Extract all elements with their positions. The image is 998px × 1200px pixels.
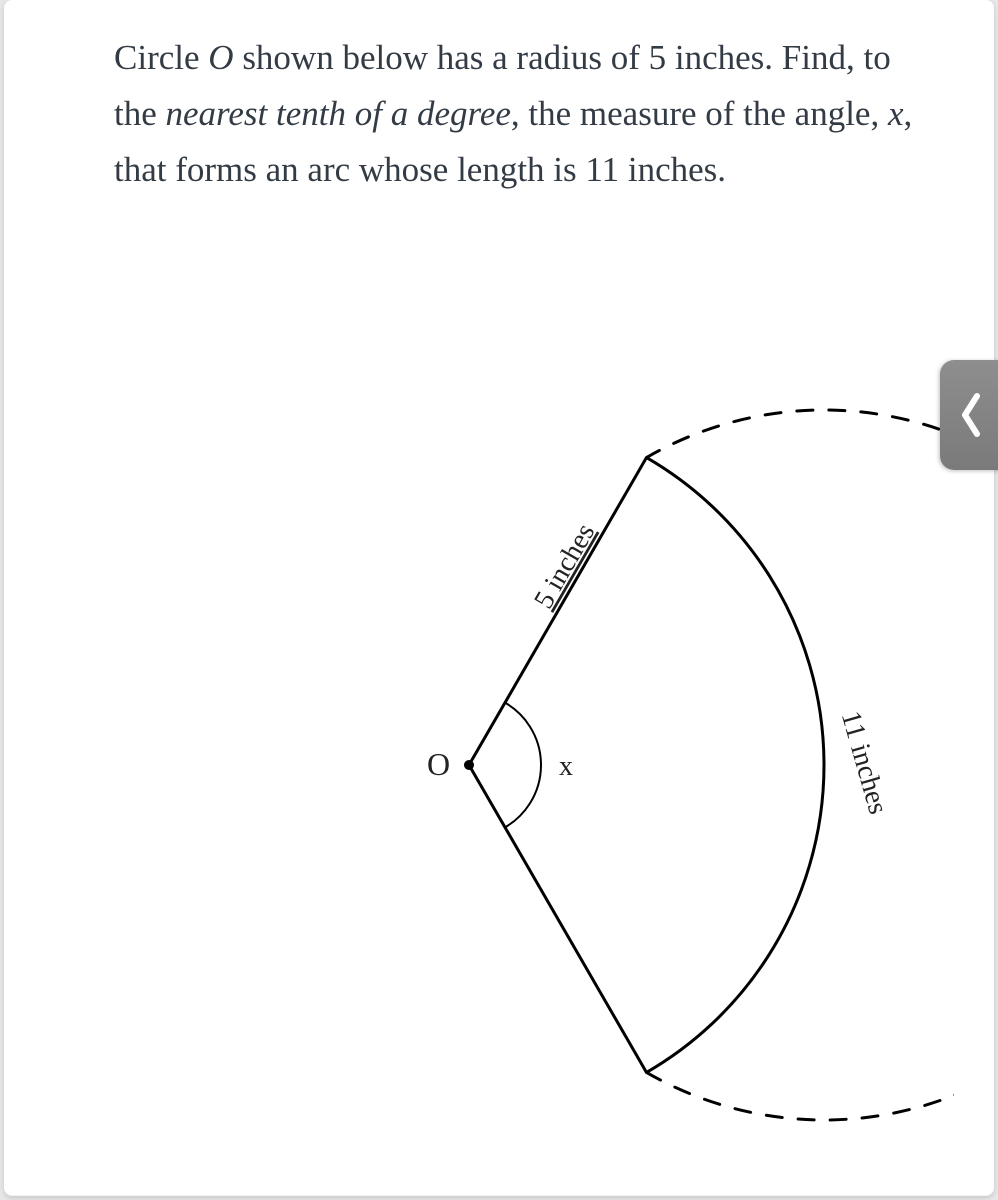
text-part: Circle bbox=[114, 38, 208, 77]
text-part: , the measure of the angle, bbox=[511, 94, 888, 133]
variable-x: x bbox=[888, 94, 904, 133]
variable-O: O bbox=[208, 38, 233, 77]
angle-arc bbox=[505, 703, 541, 828]
solid-arc bbox=[647, 458, 825, 1073]
problem-card: Circle O shown below has a radius of 5 i… bbox=[4, 0, 994, 1196]
diagram-svg: Ox5 inches11 inches bbox=[54, 370, 954, 1170]
center-label: O bbox=[427, 746, 450, 782]
center-point bbox=[464, 760, 474, 770]
dashed-circle-arc bbox=[647, 410, 955, 1120]
italic-phrase: nearest tenth of a degree bbox=[166, 94, 511, 133]
problem-text: Circle O shown below has a radius of 5 i… bbox=[114, 30, 934, 198]
expand-tab[interactable] bbox=[940, 360, 998, 470]
radius-lower bbox=[469, 765, 647, 1072]
angle-label: x bbox=[559, 751, 573, 782]
circle-diagram: Ox5 inches11 inches bbox=[54, 370, 954, 1170]
chevron-left-icon bbox=[957, 392, 985, 438]
arc-length-label: 11 inches bbox=[835, 708, 894, 818]
radius-upper bbox=[469, 458, 647, 765]
